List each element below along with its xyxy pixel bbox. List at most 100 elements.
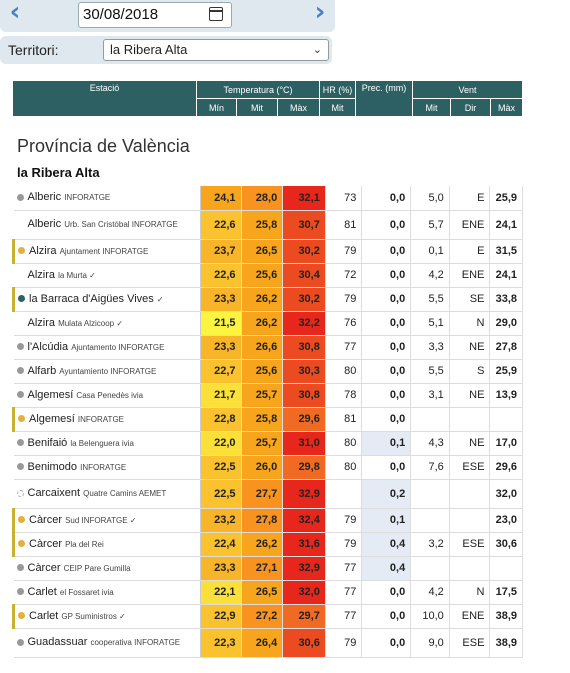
station-name: Carlet xyxy=(27,585,60,598)
wind-direction-cell xyxy=(449,479,491,509)
date-field[interactable]: 30/08/2018 xyxy=(78,2,232,28)
station-source: Mulata Alzicoop ✓ xyxy=(58,318,124,328)
station-cell[interactable]: Alberic INFORATGE xyxy=(13,186,201,211)
station-status-dot-icon xyxy=(16,564,24,572)
temp-max-cell: 32,9 xyxy=(282,479,326,509)
precipitation-cell: 0,0 xyxy=(361,580,412,605)
station-name: Alfarb xyxy=(27,364,60,377)
wind-max-cell: 33,8 xyxy=(489,287,523,312)
station-cell[interactable]: Càrcer CEIP Pare Gumilla xyxy=(13,556,201,581)
temp-max-cell: 30,2 xyxy=(282,239,326,264)
wind-max-cell: 29,6 xyxy=(489,455,523,480)
region-title: la Ribera Alta xyxy=(17,165,100,180)
next-day-chevron-icon[interactable]: › xyxy=(314,0,326,27)
header-vent: Vent xyxy=(412,80,523,99)
wind-direction-cell: NE xyxy=(449,431,491,456)
wind-direction-cell: E xyxy=(449,239,491,264)
wind-mean-cell: 10,0 xyxy=(410,604,450,629)
station-cell[interactable]: Alzira la Murta ✓ xyxy=(13,263,201,288)
temp-min-cell: 22,5 xyxy=(200,455,242,480)
temp-min-cell: 23,3 xyxy=(200,556,242,581)
station-name: Càrcer xyxy=(29,513,66,526)
temp-min-cell: 22,4 xyxy=(200,532,242,557)
header-vent-dir: Dir xyxy=(450,98,491,117)
previous-day-chevron-icon[interactable]: ‹ xyxy=(9,0,21,27)
station-status-dot-icon xyxy=(16,638,24,646)
wind-mean-cell: 7,6 xyxy=(410,455,450,480)
wind-mean-cell xyxy=(410,508,450,533)
station-source: cooperativa INFORATGE xyxy=(90,638,181,647)
station-name: Càrcer xyxy=(27,561,64,574)
wind-max-cell: 24,1 xyxy=(489,210,523,240)
temp-mit-cell: 25,7 xyxy=(241,431,284,456)
wind-direction-cell: ENE xyxy=(449,263,491,288)
table-row: Carlet GP Suministros ✓ 22,9 27,2 29,7 77 0,0… xyxy=(12,604,523,629)
temp-min-cell: 22,6 xyxy=(200,263,242,288)
station-cell[interactable]: Càrcer Sud INFORATGE ✓ xyxy=(12,508,201,533)
table-row: Alzira la Murta ✓ 22,6 25,6 30,4 72 0,0 4,2 ENE… xyxy=(13,263,523,288)
station-cell[interactable]: Alberic Urb. San Cristóbal INFORATGE xyxy=(13,210,201,240)
humidity-cell: 81 xyxy=(325,407,363,432)
station-cell[interactable]: l'Alcúdia Ajuntamento INFORATGE xyxy=(13,335,201,360)
wind-mean-cell: 5,5 xyxy=(410,359,450,384)
station-source: ✓ xyxy=(156,294,164,304)
station-name: Alzira xyxy=(27,316,59,329)
calendar-icon[interactable] xyxy=(209,7,223,21)
station-cell[interactable]: Guadassuar cooperativa INFORATGE xyxy=(13,628,201,658)
station-source: INFORATGE xyxy=(80,462,127,472)
humidity-cell: 80 xyxy=(325,431,363,456)
temp-min-cell: 24,1 xyxy=(200,186,242,211)
station-cell[interactable]: Alzira Ajuntament INFORATGE xyxy=(12,239,201,264)
station-cell[interactable]: Càrcer Pla del Rei xyxy=(12,532,201,557)
temp-mit-cell: 25,8 xyxy=(241,407,284,432)
wind-direction-cell xyxy=(449,508,491,533)
wind-mean-cell: 3,3 xyxy=(410,335,450,360)
wind-mean-cell: 5,5 xyxy=(410,287,450,312)
table-row: l'Alcúdia Ajuntamento INFORATGE 23,3 26,6 3… xyxy=(13,335,523,360)
precipitation-cell: 0,0 xyxy=(361,335,412,360)
station-cell[interactable]: Benimodo INFORATGE xyxy=(13,455,201,480)
station-cell[interactable]: la Barraca d'Aigües Vives ✓ xyxy=(12,287,201,312)
wind-direction-cell: N xyxy=(449,311,491,336)
station-source: Casa Penedès ivia xyxy=(76,390,144,400)
station-source: INFORATGE xyxy=(64,193,111,203)
wind-max-cell: 32,0 xyxy=(489,479,523,509)
station-cell[interactable]: Algemesí INFORATGE xyxy=(12,407,201,432)
station-status-dot-icon xyxy=(16,463,24,471)
station-cell[interactable]: Carlet el Fossaret ivia xyxy=(13,580,201,605)
wind-mean-cell xyxy=(410,556,450,581)
territori-select[interactable]: la Ribera Alta ⌄ xyxy=(103,39,329,61)
precipitation-cell: 0,0 xyxy=(361,210,412,240)
table-row: Carcaixent Quatre Camins AEMET 22,5 27,7 32… xyxy=(13,479,523,509)
station-cell[interactable]: Carlet GP Suministros ✓ xyxy=(12,604,201,629)
station-name: Algemesí xyxy=(29,412,78,425)
station-name: Carlet xyxy=(29,609,62,622)
station-cell[interactable]: Benifaió la Belenguera ivia xyxy=(13,431,201,456)
wind-max-cell: 30,6 xyxy=(489,532,523,557)
wind-direction-cell: N xyxy=(449,580,491,605)
station-cell[interactable]: Algemesí Casa Penedès ivia xyxy=(13,383,201,408)
humidity-cell: 79 xyxy=(325,287,363,312)
humidity-cell: 77 xyxy=(325,335,363,360)
table-row: Càrcer Pla del Rei 22,4 26,2 31,6 79 0,4 3,2 ES… xyxy=(12,532,523,557)
temp-mit-cell: 26,2 xyxy=(241,287,284,312)
header-temp-min: Mín xyxy=(196,98,237,117)
temp-max-cell: 30,3 xyxy=(282,359,326,384)
wind-max-cell: 38,9 xyxy=(489,604,523,629)
station-source: CEIP Pare Gumilla xyxy=(63,563,131,573)
temp-min-cell: 22,5 xyxy=(200,479,242,509)
precipitation-cell: 0,0 xyxy=(361,359,412,384)
header-vent-mit: Mit xyxy=(412,98,451,117)
header-temp-mit: Mit xyxy=(236,98,278,117)
temp-max-cell: 29,7 xyxy=(282,604,326,629)
station-cell[interactable]: Alfarb Ayuntamiento INFORATGE xyxy=(13,359,201,384)
precipitation-cell: 0,0 xyxy=(361,604,412,629)
station-cell[interactable]: Alzira Mulata Alzicoop ✓ xyxy=(13,311,201,336)
temp-mit-cell: 26,2 xyxy=(241,311,284,336)
wind-max-cell: 27,8 xyxy=(489,335,523,360)
station-source: Quatre Camins AEMET xyxy=(83,489,167,498)
humidity-cell: 80 xyxy=(325,359,363,384)
wind-max-cell: 17,5 xyxy=(489,580,523,605)
precipitation-cell: 0,0 xyxy=(361,455,412,480)
station-cell[interactable]: Carcaixent Quatre Camins AEMET xyxy=(13,479,201,509)
